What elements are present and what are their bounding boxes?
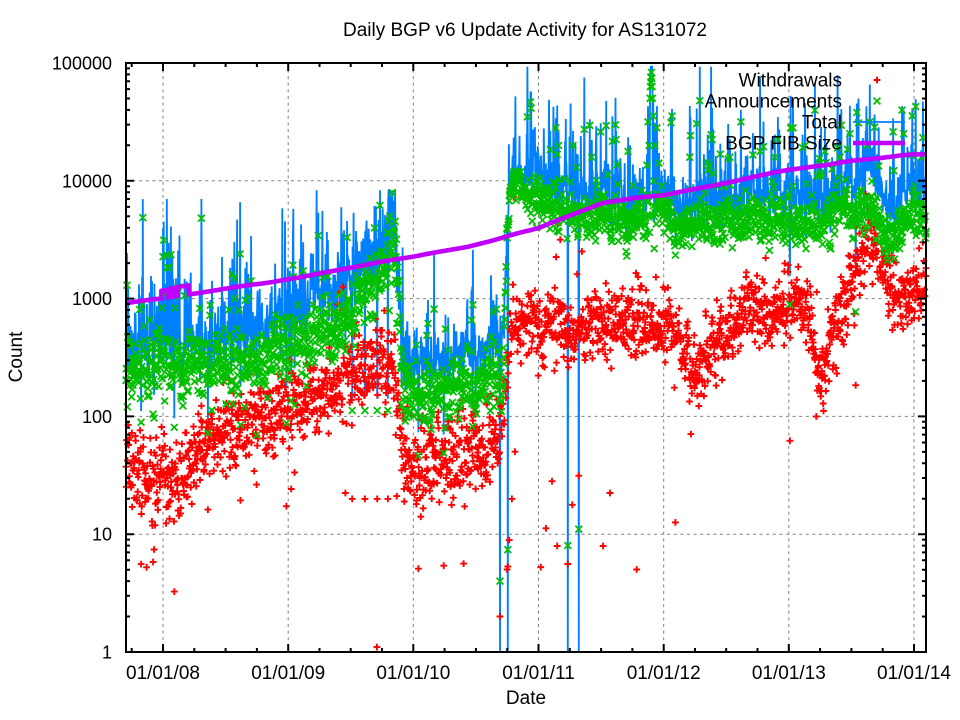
svg-text:1000: 1000 <box>72 289 112 309</box>
svg-text:01/01/08: 01/01/08 <box>126 663 200 684</box>
svg-text:Withdrawals: Withdrawals <box>739 71 842 92</box>
svg-text:Count: Count <box>6 331 27 382</box>
svg-text:Announcements: Announcements <box>705 92 842 113</box>
svg-text:100000: 100000 <box>52 54 112 74</box>
svg-text:01/01/10: 01/01/10 <box>376 663 450 684</box>
svg-text:Daily BGP v6 Update Activity f: Daily BGP v6 Update Activity for AS13107… <box>343 20 707 41</box>
svg-text:01/01/13: 01/01/13 <box>752 663 826 684</box>
svg-text:01/01/14: 01/01/14 <box>877 663 951 684</box>
svg-text:01/01/09: 01/01/09 <box>251 663 325 684</box>
svg-text:10: 10 <box>92 525 112 545</box>
svg-text:10000: 10000 <box>62 171 112 191</box>
svg-text:Total: Total <box>802 113 842 134</box>
svg-text:Date: Date <box>506 688 546 709</box>
svg-text:100: 100 <box>82 407 112 427</box>
svg-text:BGP FIB Size: BGP FIB Size <box>725 134 842 155</box>
svg-text:01/01/11: 01/01/11 <box>502 663 575 684</box>
svg-text:01/01/12: 01/01/12 <box>627 663 701 684</box>
svg-text:1: 1 <box>102 643 112 663</box>
